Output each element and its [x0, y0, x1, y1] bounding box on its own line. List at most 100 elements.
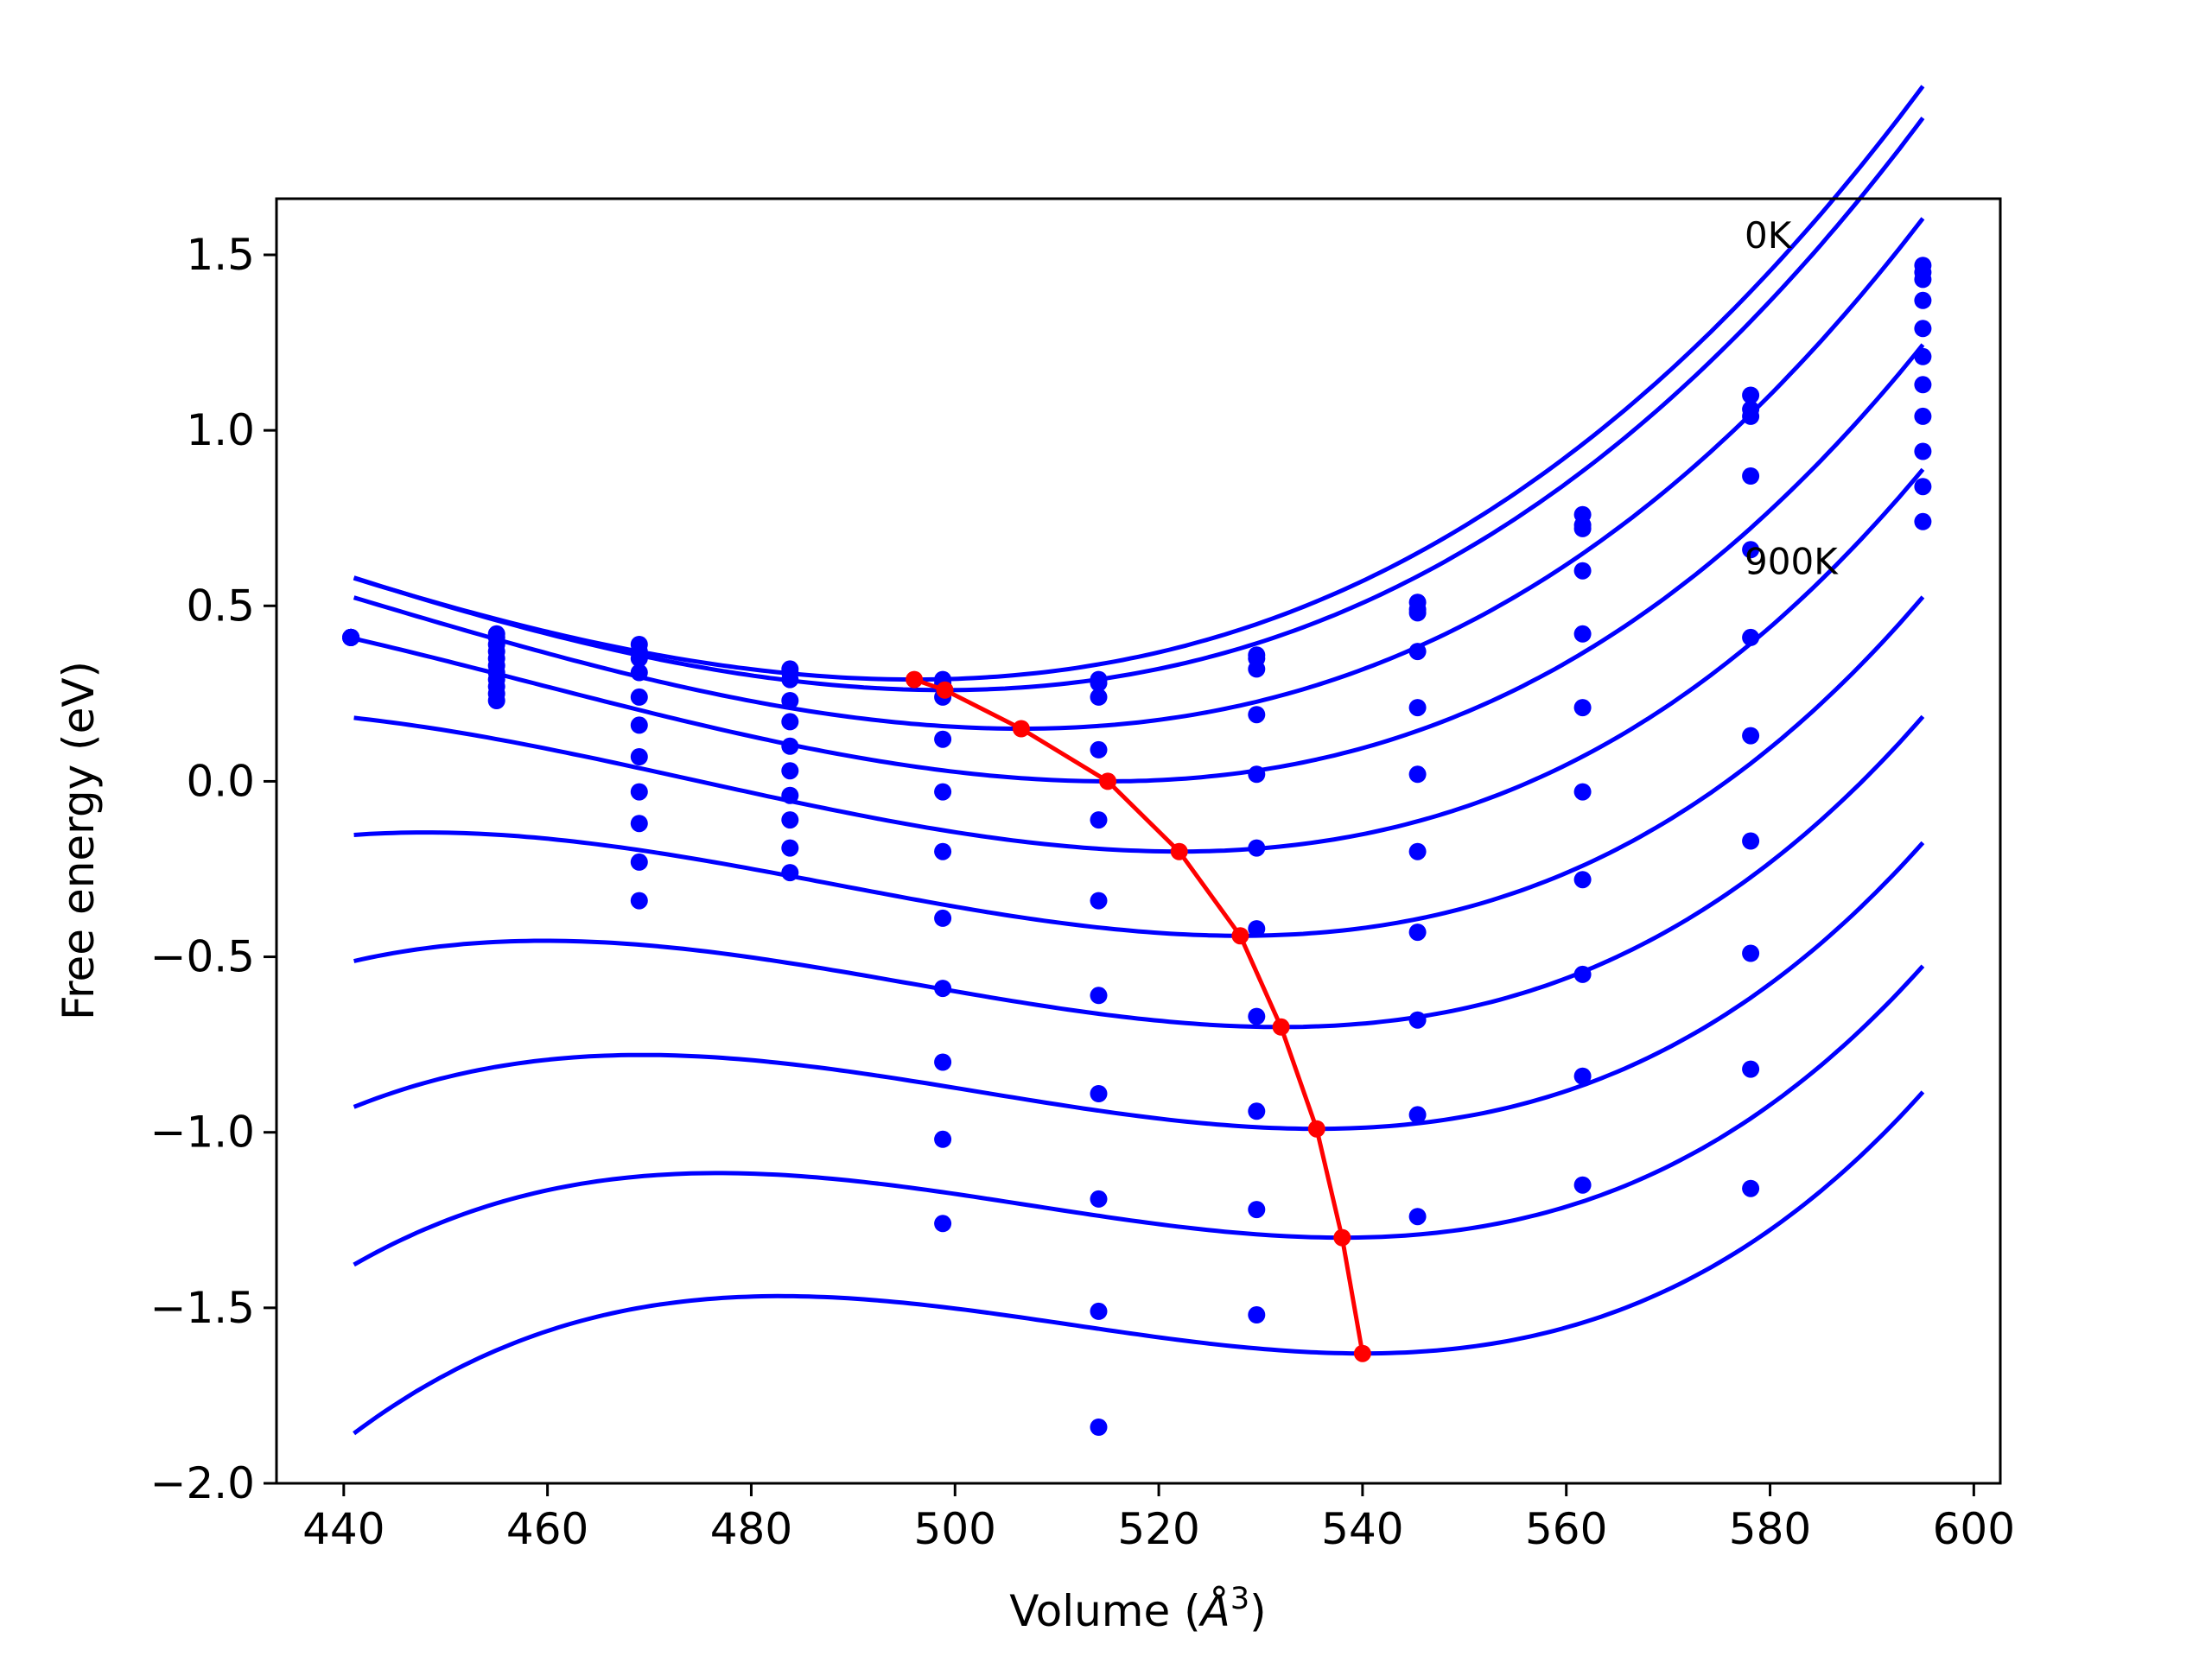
data-point-700K-3	[781, 786, 799, 804]
data-points	[342, 257, 1932, 1436]
fit-curve-500K	[353, 595, 1925, 938]
data-point-600K-6	[1248, 920, 1266, 938]
data-point-500K-5	[1090, 892, 1108, 910]
x-axis-ticks: 440 460 480 500 520 540 560 580 600	[302, 1483, 2015, 1554]
data-point-700K-7	[1408, 924, 1427, 942]
data-point-600K-2	[630, 748, 648, 765]
data-point-200K-5	[1090, 688, 1108, 706]
data-point-600K-3	[781, 762, 799, 780]
equilibrium-point-8	[1333, 1228, 1351, 1247]
data-point-400K-4	[934, 783, 952, 801]
data-point-500K-7	[1408, 765, 1427, 784]
data-point-400K-7	[1408, 699, 1427, 717]
data-point-1000K-0	[342, 628, 360, 646]
annotation-900k: 900K	[1745, 541, 1839, 583]
data-point-300K-8	[1573, 562, 1592, 580]
annotation-0k: 0K	[1745, 214, 1793, 257]
fit-curve-400K	[353, 467, 1925, 854]
y-tick-label-0: −2.0	[150, 1458, 255, 1508]
data-point-300K-6	[1248, 706, 1266, 724]
data-point-300K-4	[934, 730, 952, 748]
temperature-annotations: 0K 900K	[1745, 214, 1839, 583]
data-point-800K-7	[1408, 1011, 1427, 1029]
x-tick-label-560: 560	[1525, 1504, 1607, 1554]
data-point-500K-9	[1742, 628, 1760, 646]
equilibrium-path	[906, 670, 1371, 1362]
data-point-600K-4	[934, 909, 952, 927]
data-point-800K-8	[1573, 965, 1592, 983]
data-point-900K-7	[1408, 1106, 1427, 1124]
data-point-500K-4	[934, 842, 952, 860]
x-tick-label-580: 580	[1729, 1504, 1811, 1554]
data-point-900K-2	[630, 853, 648, 871]
data-point-1000K-10	[1914, 512, 1932, 530]
data-point-600K-9	[1742, 727, 1760, 745]
y-tick-label-1: −1.5	[150, 1283, 255, 1333]
data-point-100K-5	[1090, 674, 1108, 692]
data-point-1000K-5	[1090, 1419, 1108, 1436]
data-point-200K-10	[1914, 270, 1932, 289]
data-point-0K-9	[1742, 386, 1760, 404]
data-point-400K-3	[781, 713, 799, 731]
data-point-600K-5	[1090, 987, 1108, 1005]
equilibrium-point-0	[906, 670, 924, 689]
data-point-300K-5	[1090, 740, 1108, 759]
y-tick-label-4: 0.0	[186, 756, 255, 806]
data-point-400K-10	[1914, 320, 1932, 338]
data-point-600K-7	[1408, 842, 1427, 860]
fit-curve-800K	[353, 964, 1925, 1267]
data-point-700K-10	[1914, 407, 1932, 425]
data-point-200K-7	[1408, 604, 1427, 622]
data-point-1000K-9	[1742, 1179, 1760, 1197]
equilibrium-point-9	[1353, 1344, 1371, 1362]
data-point-700K-5	[1090, 1085, 1108, 1102]
data-point-300K-9	[1742, 467, 1760, 485]
y-tick-label-6: 1.0	[186, 405, 255, 455]
data-point-300K-3	[781, 692, 799, 709]
data-point-300K-7	[1408, 643, 1427, 661]
data-point-700K-4	[934, 980, 952, 998]
data-point-700K-9	[1742, 832, 1760, 850]
data-point-800K-10	[1914, 442, 1932, 460]
fit-curve-0K	[353, 85, 1925, 682]
data-point-400K-5	[1090, 811, 1108, 829]
data-point-400K-6	[1248, 765, 1266, 784]
data-point-200K-3	[781, 670, 799, 689]
data-point-500K-10	[1914, 347, 1932, 365]
data-point-400K-8	[1573, 625, 1592, 643]
data-point-400K-9	[1742, 541, 1760, 559]
data-point-1000K-2	[630, 892, 648, 910]
data-point-800K-9	[1742, 944, 1760, 962]
fit-curve-100K	[353, 116, 1925, 693]
data-point-200K-6	[1248, 660, 1266, 678]
x-tick-label-480: 480	[710, 1504, 792, 1554]
fit-curve-200K	[353, 217, 1925, 731]
data-point-700K-6	[1248, 1007, 1266, 1025]
data-point-1000K-1	[487, 692, 505, 709]
data-point-700K-8	[1573, 871, 1592, 889]
plot-frame	[275, 197, 2002, 1485]
data-point-800K-3	[781, 811, 799, 829]
y-tick-label-3: −0.5	[150, 932, 255, 982]
x-tick-label-500: 500	[914, 1504, 996, 1554]
equilibrium-point-5	[1231, 927, 1249, 945]
data-point-1000K-3	[781, 864, 799, 882]
data-point-600K-8	[1573, 783, 1592, 801]
data-point-800K-5	[1090, 1190, 1108, 1208]
data-point-200K-2	[630, 650, 648, 668]
fit-curve-700K	[353, 841, 1925, 1132]
data-point-900K-8	[1573, 1067, 1592, 1085]
fit-curve-600K	[353, 714, 1925, 1030]
data-point-1000K-4	[934, 1215, 952, 1233]
data-point-500K-3	[781, 737, 799, 755]
data-point-900K-3	[781, 839, 799, 857]
data-point-300K-10	[1914, 291, 1932, 309]
equilibrium-point-2	[1012, 720, 1030, 738]
y-axis-label: Free energy (eV)	[54, 661, 104, 1020]
data-point-500K-2	[630, 716, 648, 734]
data-point-200K-9	[1742, 407, 1760, 425]
y-tick-label-5: 0.5	[186, 581, 255, 631]
